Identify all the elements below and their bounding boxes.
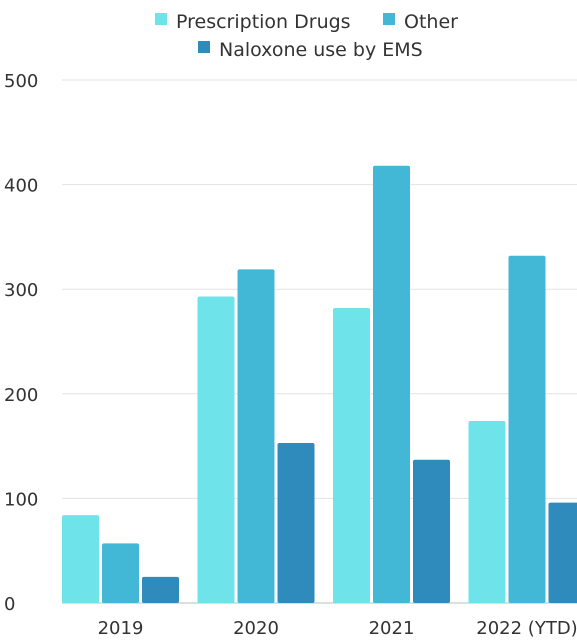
legend-swatch-naloxone-use-by-ems [198,41,210,53]
y-tick-label: 0 [4,594,15,615]
bar-other-2020 [238,269,275,603]
bar-naloxone-use-by-ems-2019 [142,577,179,603]
legend-label-prescription-drugs: Prescription Drugs [176,11,351,33]
x-tick-label: 2020 [233,618,279,637]
legend-label-other: Other [404,11,458,33]
legend: Prescription Drugs Other Naloxone use by… [155,11,458,61]
legend-label-naloxone-use-by-ems: Naloxone use by EMS [219,39,423,61]
y-tick-label: 500 [4,71,38,92]
bar-prescription-drugs-2020 [198,297,235,603]
bar-other-2019 [102,543,139,603]
y-tick-label: 400 [4,176,38,197]
bar-prescription-drugs-2021 [333,308,370,603]
y-tick-label: 200 [4,385,38,406]
bar-naloxone-use-by-ems-2021 [413,460,450,603]
bar-naloxone-use-by-ems-2020 [278,443,315,603]
x-tick-label: 2021 [369,618,415,637]
bar-naloxone-use-by-ems-2022-ytd- [549,503,577,603]
y-axis: 0 100 200 300 400 500 [4,71,38,615]
bar-prescription-drugs-2019 [62,515,99,603]
y-tick-label: 300 [4,280,38,301]
x-tick-label: 2022 (YTD) [476,618,577,637]
y-tick-label: 100 [4,489,38,510]
x-axis: 2019 2020 2021 2022 (YTD) [98,618,577,637]
x-tick-label: 2019 [98,618,144,637]
bars [62,166,577,603]
bar-other-2021 [373,166,410,603]
bar-prescription-drugs-2022-ytd- [469,421,506,603]
legend-swatch-other [383,13,395,25]
bar-other-2022-ytd- [509,256,546,603]
legend-swatch-prescription-drugs [155,13,167,25]
